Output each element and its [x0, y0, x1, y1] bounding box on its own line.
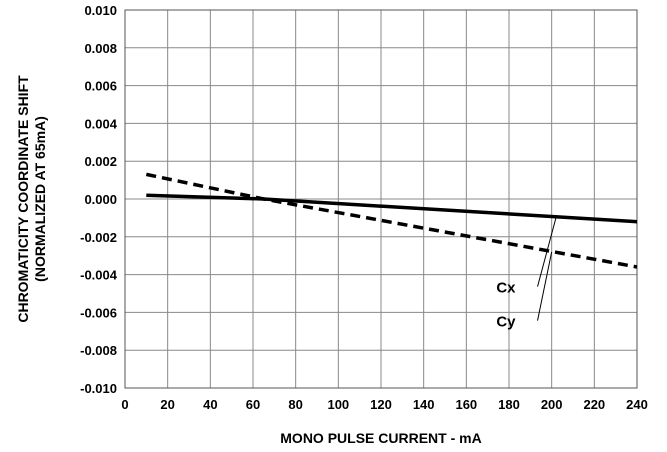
y-axis-title-line1: CHROMATICITY COORDINATE SHIFT [15, 75, 31, 323]
x-tick-label: 100 [327, 397, 349, 412]
x-tick-label: 20 [160, 397, 174, 412]
x-tick-label: 180 [498, 397, 520, 412]
x-tick-label: 40 [203, 397, 217, 412]
grid [124, 9, 638, 389]
y-tick-label: -0.002 [80, 230, 117, 245]
y-tick-label: 0.000 [84, 192, 117, 207]
x-tick-label: 200 [541, 397, 563, 412]
leader-lines: Cx Cy [496, 217, 557, 331]
leader-line-cx [537, 217, 557, 287]
x-tick-label: 80 [288, 397, 302, 412]
x-tick-label: 160 [455, 397, 477, 412]
x-tick-label: 220 [583, 397, 605, 412]
series-label-cy: Cy [496, 314, 516, 331]
y-tick-label: -0.004 [80, 268, 118, 283]
x-tick-label: 0 [121, 397, 128, 412]
x-tick-label: 120 [370, 397, 392, 412]
y-tick-label: -0.008 [80, 343, 117, 358]
plot-frame [124, 9, 638, 389]
series-label-cx: Cx [496, 280, 516, 297]
y-tick-label: -0.010 [80, 381, 117, 396]
y-tick-label: 0.010 [84, 3, 117, 18]
y-tick-label: -0.006 [80, 305, 117, 320]
y-axis-title-line2: (NORMALIZED AT 65mA) [32, 116, 48, 282]
y-tick-label: 0.004 [84, 116, 117, 131]
series-group [145, 172, 638, 269]
x-tick-label: 60 [246, 397, 260, 412]
y-tick-label: 0.002 [84, 154, 117, 169]
leader-line-cy [537, 251, 553, 321]
series-line-cy [145, 172, 638, 269]
y-tick-label: 0.008 [84, 41, 117, 56]
y-tick-label: 0.006 [84, 79, 117, 94]
x-tick-label: 140 [413, 397, 435, 412]
x-axis-title: MONO PULSE CURRENT - mA [280, 430, 481, 446]
x-tick-label: 240 [626, 397, 648, 412]
y-tick-labels: 0.010 0.008 0.006 0.004 0.002 0.000 -0.002 -0.0… [80, 3, 118, 396]
x-tick-labels: 0 20 40 60 80 100 120 140 160 180 200 220 240 [121, 397, 647, 412]
